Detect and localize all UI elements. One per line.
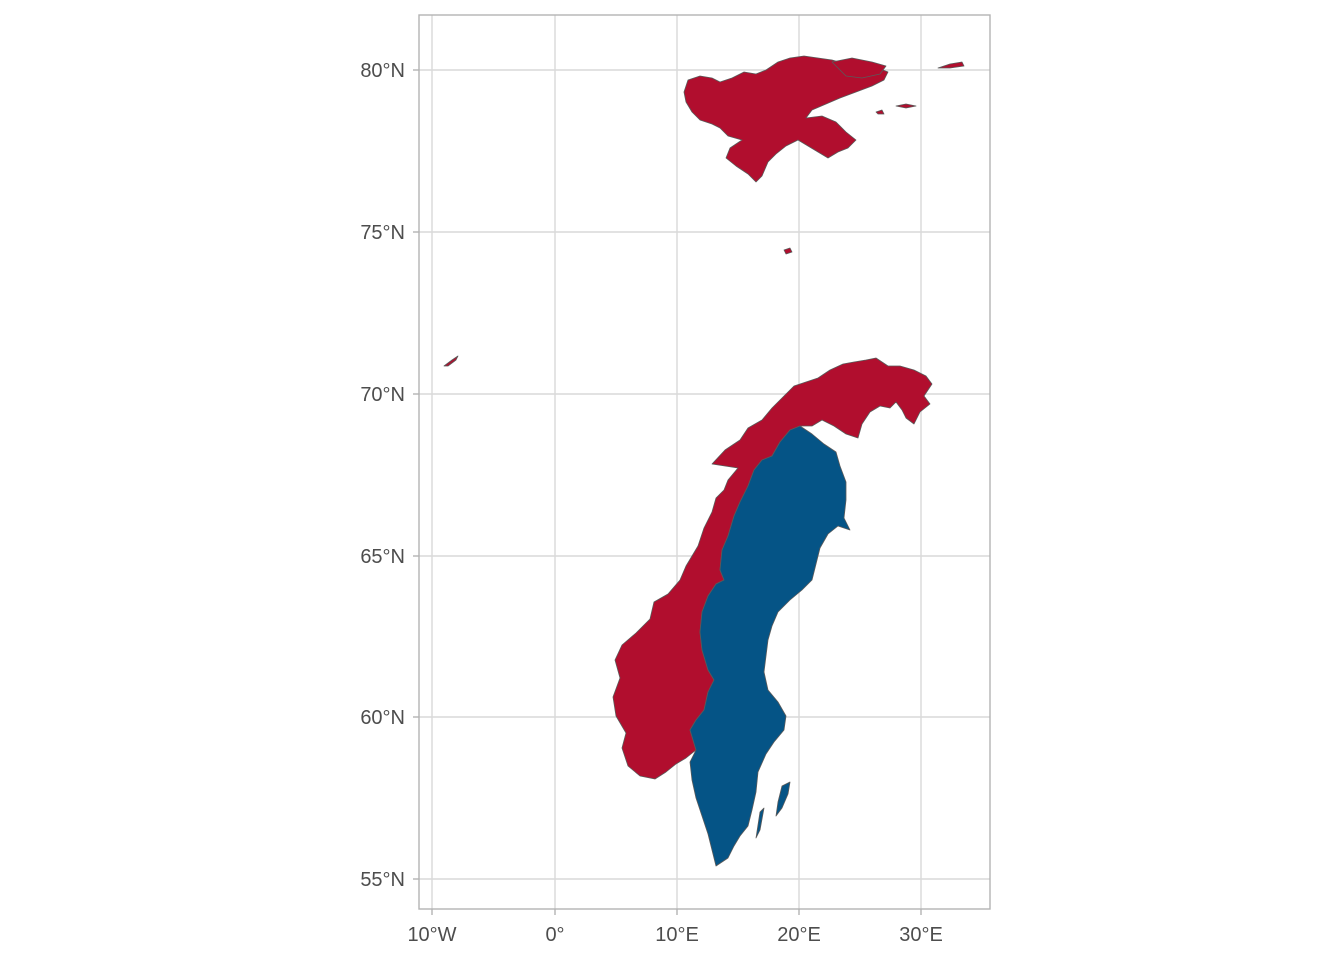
jan-mayen-island: [443, 355, 459, 367]
plot-panel-border: [418, 14, 991, 910]
gotland-island: [775, 781, 791, 817]
svalbard-main: [683, 55, 889, 183]
y-tick-label: 55°N: [360, 869, 405, 891]
y-tick-label: 65°N: [360, 546, 405, 568]
y-tick-label: 80°N: [360, 60, 405, 82]
kvitoya-island: [937, 61, 965, 69]
y-tick-label: 75°N: [360, 222, 405, 244]
nordaustlandet-island: [831, 57, 887, 79]
kong-karls-land-island: [895, 103, 917, 109]
x-axis-labels: 10°W 0° 10°E 20°E 30°E: [407, 924, 942, 946]
hopen-island: [875, 109, 885, 115]
bear-island: [783, 247, 793, 255]
x-tick-label: 10°W: [407, 924, 456, 946]
sweden-mainland: [689, 425, 851, 867]
y-tick-label: 70°N: [360, 384, 405, 406]
y-tick-label: 60°N: [360, 707, 405, 729]
y-axis-labels: 80°N 75°N 70°N 65°N 60°N 55°N: [360, 60, 405, 891]
x-tick-label: 20°E: [777, 924, 821, 946]
region-norway: [443, 55, 965, 780]
region-sweden: [689, 425, 851, 867]
oland-island: [755, 807, 765, 839]
x-tick-label: 0°: [545, 924, 564, 946]
x-tick-label: 10°E: [655, 924, 699, 946]
x-tick-label: 30°E: [899, 924, 943, 946]
axis-ticks: [413, 69, 922, 915]
